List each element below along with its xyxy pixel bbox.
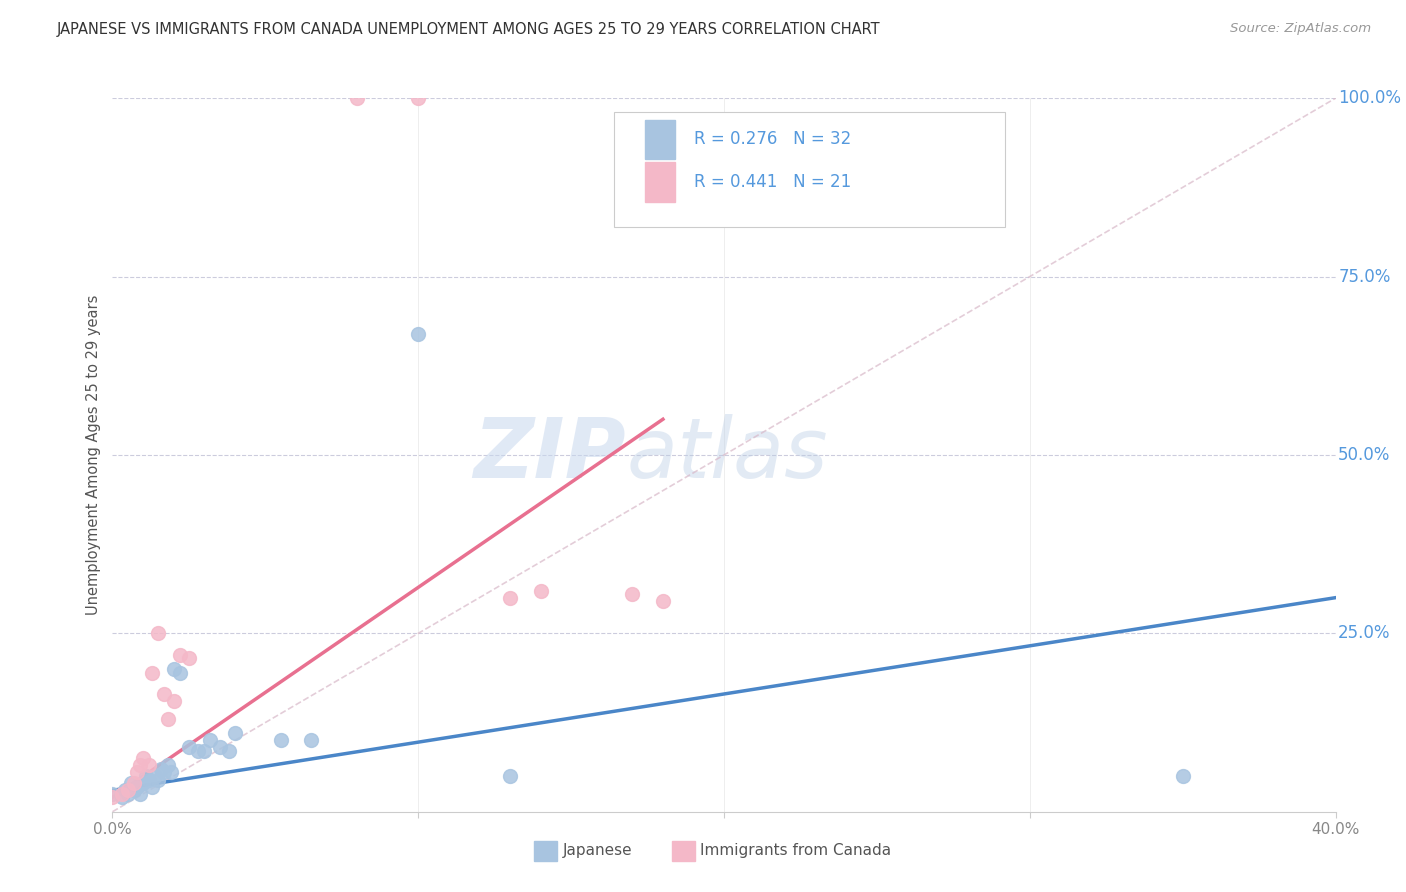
Point xyxy=(101,790,124,805)
Text: 25.0%: 25.0% xyxy=(1339,624,1391,642)
Point xyxy=(169,648,191,662)
Point xyxy=(111,787,134,801)
Point xyxy=(141,665,163,680)
Point xyxy=(129,758,152,772)
Point xyxy=(408,91,430,105)
Point xyxy=(408,326,430,341)
Point xyxy=(141,780,163,794)
Point xyxy=(148,772,170,787)
Point xyxy=(122,783,145,797)
Point xyxy=(148,626,170,640)
Text: R = 0.276   N = 32: R = 0.276 N = 32 xyxy=(693,130,851,148)
Y-axis label: Unemployment Among Ages 25 to 29 years: Unemployment Among Ages 25 to 29 years xyxy=(86,294,101,615)
Point xyxy=(499,769,522,783)
Point xyxy=(208,740,231,755)
Point xyxy=(163,694,186,708)
Text: Immigrants from Canada: Immigrants from Canada xyxy=(700,844,891,858)
Point xyxy=(120,776,142,790)
FancyBboxPatch shape xyxy=(644,162,675,202)
Point xyxy=(187,744,209,758)
Point xyxy=(193,744,215,758)
Point xyxy=(652,594,675,608)
Point xyxy=(138,772,160,787)
Point xyxy=(621,587,644,601)
Point xyxy=(132,776,155,790)
Point xyxy=(530,583,553,598)
Point xyxy=(125,765,148,780)
Text: JAPANESE VS IMMIGRANTS FROM CANADA UNEMPLOYMENT AMONG AGES 25 TO 29 YEARS CORREL: JAPANESE VS IMMIGRANTS FROM CANADA UNEMP… xyxy=(56,22,880,37)
Point xyxy=(114,783,136,797)
Point xyxy=(138,758,160,772)
Point xyxy=(224,726,246,740)
Point xyxy=(117,783,139,797)
Point xyxy=(163,662,186,676)
Text: 100.0%: 100.0% xyxy=(1339,89,1402,107)
Point xyxy=(218,744,240,758)
Point xyxy=(1171,769,1194,783)
Text: 75.0%: 75.0% xyxy=(1339,268,1391,285)
Point xyxy=(499,591,522,605)
Point xyxy=(101,787,124,801)
Point xyxy=(156,758,179,772)
Point xyxy=(132,751,155,765)
Point xyxy=(125,780,148,794)
Point xyxy=(200,733,222,747)
Point xyxy=(135,769,157,783)
Text: atlas: atlas xyxy=(626,415,828,495)
Point xyxy=(159,765,181,780)
Point xyxy=(122,776,145,790)
Text: R = 0.441   N = 21: R = 0.441 N = 21 xyxy=(693,173,851,191)
Point xyxy=(299,733,322,747)
FancyBboxPatch shape xyxy=(644,120,675,159)
Text: 50.0%: 50.0% xyxy=(1339,446,1391,464)
Point xyxy=(346,91,368,105)
Text: Japanese: Japanese xyxy=(562,844,633,858)
Point xyxy=(150,762,173,776)
Point xyxy=(169,665,191,680)
Point xyxy=(117,787,139,801)
Text: ZIP: ZIP xyxy=(474,415,626,495)
Point xyxy=(177,651,200,665)
Point xyxy=(153,687,176,701)
Point xyxy=(143,769,166,783)
Text: Source: ZipAtlas.com: Source: ZipAtlas.com xyxy=(1230,22,1371,36)
Point xyxy=(153,765,176,780)
Point xyxy=(177,740,200,755)
Point xyxy=(156,712,179,726)
FancyBboxPatch shape xyxy=(614,112,1005,227)
Point xyxy=(270,733,292,747)
Point xyxy=(111,790,134,805)
Point xyxy=(129,787,152,801)
